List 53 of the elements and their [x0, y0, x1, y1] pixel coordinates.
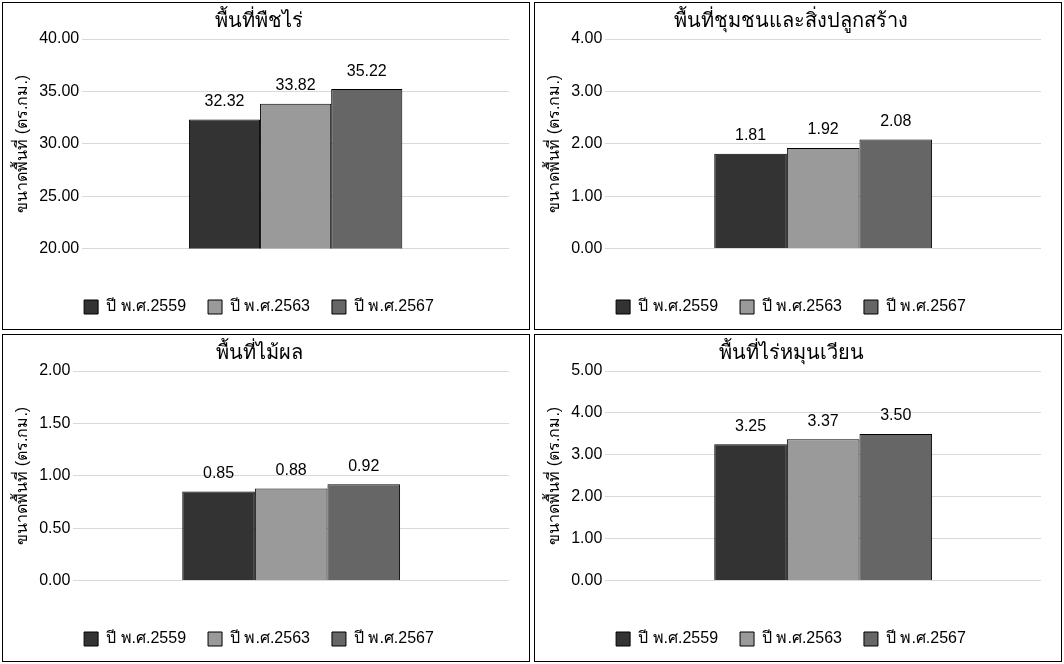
y-tick-label: 0.00 [39, 571, 71, 589]
data-label: 0.92 [348, 456, 380, 474]
chart-title: พื้นที่พืชไร่ [215, 5, 303, 31]
y-tick-label: 3.00 [571, 81, 603, 99]
y-axis-title: ขนาดพื้นที่ (ตร.กม.) [10, 74, 31, 213]
data-label: 3.25 [734, 416, 767, 434]
data-label: 33.82 [275, 76, 316, 94]
y-axis-title: ขนาดพื้นที่ (ตร.กม.) [10, 406, 31, 545]
legend-label: ปี พ.ศ.2567 [885, 297, 966, 315]
y-tick-label: 1.00 [39, 466, 71, 484]
legend-label: ปี พ.ศ.2559 [638, 297, 719, 315]
y-axis-title: ขนาดพื้นที่ (ตร.กม.) [542, 74, 563, 213]
y-tick-label: 0.00 [571, 571, 603, 589]
y-tick-label: 35.00 [39, 81, 80, 99]
legend-label: ปี พ.ศ.2563 [230, 297, 311, 315]
chart-title: พื้นที่ชุมชนและสิ่งปลูกสร้าง [674, 5, 908, 33]
legend-label: ปี พ.ศ.2559 [106, 297, 187, 315]
data-label: 1.81 [734, 126, 767, 144]
data-label: 0.88 [275, 460, 307, 478]
data-label: 3.37 [807, 411, 839, 429]
y-tick-label: 40.00 [39, 29, 80, 47]
y-tick-label: 0.00 [571, 239, 603, 257]
y-tick-label: 5.00 [571, 361, 603, 379]
legend-label: ปี พ.ศ.2563 [762, 297, 843, 315]
legend-label: ปี พ.ศ.2567 [353, 629, 434, 647]
legend-label: ปี พ.ศ.2559 [638, 629, 719, 647]
y-axis-title: ขนาดพื้นที่ (ตร.กม.) [542, 406, 563, 545]
y-tick-label: 4.00 [571, 403, 603, 421]
chart-title: พื้นที่ไม้ผล [215, 337, 303, 363]
y-tick-label: 20.00 [39, 239, 80, 257]
legend-label: ปี พ.ศ.2559 [106, 629, 187, 647]
y-tick-label: 30.00 [39, 134, 80, 152]
data-label: 32.32 [204, 91, 245, 109]
y-tick-label: 1.50 [39, 413, 71, 431]
chart-title: พื้นที่ไร่หมุนเวียน [718, 337, 864, 365]
data-label: 0.85 [202, 463, 235, 481]
data-label: 2.08 [880, 112, 912, 130]
y-tick-label: 1.00 [571, 529, 603, 547]
legend-label: ปี พ.ศ.2567 [885, 629, 966, 647]
data-label: 35.22 [346, 61, 387, 79]
data-label: 3.50 [880, 406, 912, 424]
legend-label: ปี พ.ศ.2567 [353, 297, 434, 315]
y-tick-label: 2.00 [39, 361, 71, 379]
data-label: 1.92 [807, 120, 839, 138]
y-tick-label: 4.00 [571, 29, 603, 47]
y-tick-label: 25.00 [39, 186, 80, 204]
y-tick-label: 3.00 [571, 445, 603, 463]
y-tick-label: 0.50 [39, 518, 71, 536]
y-tick-label: 1.00 [571, 186, 603, 204]
y-tick-label: 2.00 [571, 487, 603, 505]
y-tick-label: 2.00 [571, 134, 603, 152]
legend-label: ปี พ.ศ.2563 [230, 629, 311, 647]
legend-label: ปี พ.ศ.2563 [762, 629, 843, 647]
